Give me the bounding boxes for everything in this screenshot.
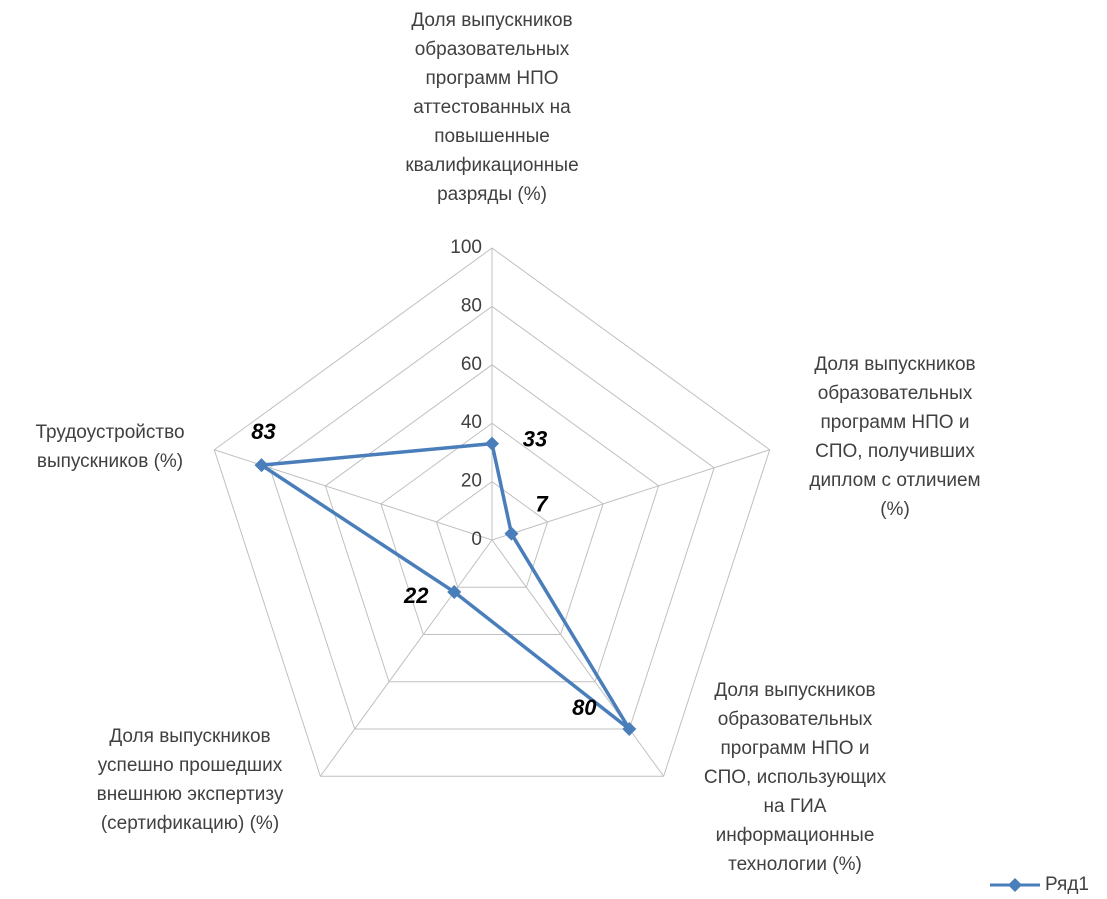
marker xyxy=(254,458,269,473)
data-label: 22 xyxy=(403,583,429,608)
legend-marker xyxy=(1008,878,1022,892)
category-label: Доля выпускников образовательных програм… xyxy=(703,680,887,875)
data-label: 80 xyxy=(572,695,597,720)
marker xyxy=(622,721,637,736)
series-line xyxy=(259,441,632,731)
y-tick-label: 100 xyxy=(450,237,482,258)
y-tick-label: 60 xyxy=(461,354,482,375)
grid-line xyxy=(269,305,715,730)
y-tick-label: 0 xyxy=(471,529,482,550)
category-label: Трудоустройство выпускников (%) xyxy=(35,422,185,472)
data-label: 7 xyxy=(535,491,549,516)
grid-line xyxy=(435,480,549,588)
y-tick-label: 80 xyxy=(461,295,482,316)
data-label: 83 xyxy=(251,419,275,444)
marker xyxy=(447,584,462,599)
y-tick-label: 20 xyxy=(461,471,482,492)
grid-line xyxy=(380,422,604,635)
grid-line xyxy=(213,247,771,777)
legend-label: Ряд1 xyxy=(1045,874,1089,895)
category-label: Доля выпускников образовательных програм… xyxy=(405,10,579,205)
spoke xyxy=(491,539,665,777)
grid-line xyxy=(324,364,660,683)
marker xyxy=(504,526,519,541)
y-tick-label: 40 xyxy=(461,412,482,433)
marker xyxy=(485,436,499,451)
data-label: 33 xyxy=(523,426,547,451)
category-label: Доля выпускников образовательных програм… xyxy=(809,354,981,520)
spoke xyxy=(319,539,493,777)
spoke xyxy=(491,449,770,541)
category-label: Доля выпускников успешно прошедших внешн… xyxy=(96,726,284,834)
